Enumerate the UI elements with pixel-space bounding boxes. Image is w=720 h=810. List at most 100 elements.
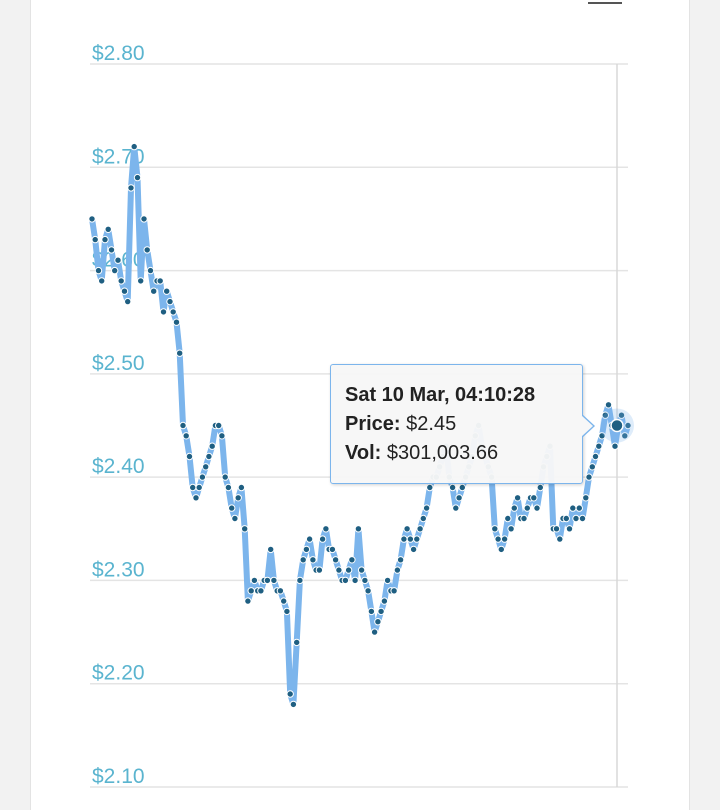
price-point[interactable] xyxy=(367,607,376,616)
price-point[interactable] xyxy=(575,504,583,512)
price-point[interactable] xyxy=(510,504,518,512)
price-point[interactable] xyxy=(169,308,177,316)
price-point[interactable] xyxy=(104,225,112,234)
price-point[interactable] xyxy=(247,587,255,595)
price-point[interactable] xyxy=(354,525,363,533)
price-point[interactable] xyxy=(504,514,512,523)
price-point[interactable] xyxy=(530,494,538,502)
price-point[interactable] xyxy=(406,535,415,543)
price-point[interactable] xyxy=(237,483,246,492)
price-point[interactable] xyxy=(621,432,629,440)
price-point[interactable] xyxy=(328,545,337,554)
price-point[interactable] xyxy=(305,535,314,543)
price-point[interactable] xyxy=(140,215,148,223)
price-point[interactable] xyxy=(364,587,372,595)
price-point[interactable] xyxy=(270,576,278,585)
price-point[interactable] xyxy=(257,587,265,595)
price-point[interactable] xyxy=(585,473,593,481)
price-point[interactable] xyxy=(400,535,408,543)
price-point[interactable] xyxy=(156,277,164,285)
price-point[interactable] xyxy=(419,514,427,523)
price-point[interactable] xyxy=(146,266,155,275)
price-point[interactable] xyxy=(452,504,460,512)
price-point[interactable] xyxy=(383,576,392,585)
price-point[interactable] xyxy=(500,535,509,543)
price-point[interactable] xyxy=(218,432,226,440)
price-point[interactable] xyxy=(133,173,142,182)
price-point[interactable] xyxy=(231,514,239,523)
price-point[interactable] xyxy=(556,535,564,543)
price-point[interactable] xyxy=(569,504,577,512)
price-point[interactable] xyxy=(533,504,541,512)
price-point[interactable] xyxy=(185,452,194,461)
price-point[interactable] xyxy=(341,576,350,585)
price-point[interactable] xyxy=(267,545,275,554)
price-point[interactable] xyxy=(150,287,158,295)
price-point[interactable] xyxy=(94,266,103,275)
price-point[interactable] xyxy=(107,246,116,254)
price-point[interactable] xyxy=(263,576,272,585)
price-point[interactable] xyxy=(182,432,190,440)
price-point[interactable] xyxy=(318,535,327,543)
price-point[interactable] xyxy=(611,442,619,450)
price-point[interactable] xyxy=(315,566,324,574)
price-point[interactable] xyxy=(335,566,343,574)
price-point[interactable] xyxy=(348,556,356,564)
price-point[interactable] xyxy=(403,525,411,533)
price-point[interactable] xyxy=(390,587,398,595)
price-point[interactable] xyxy=(458,483,466,492)
price-point[interactable] xyxy=(250,576,259,585)
price-point[interactable] xyxy=(137,277,145,285)
price-point[interactable] xyxy=(127,184,135,192)
chart-menu-icon[interactable] xyxy=(588,0,622,4)
price-point[interactable] xyxy=(374,618,382,626)
price-point[interactable] xyxy=(166,297,174,306)
price-point[interactable] xyxy=(624,421,632,430)
price-point[interactable] xyxy=(241,525,249,533)
price-point[interactable] xyxy=(601,411,609,419)
price-point[interactable] xyxy=(228,504,236,512)
price-point[interactable] xyxy=(111,266,119,275)
price-point[interactable] xyxy=(426,483,434,492)
price-point[interactable] xyxy=(617,411,626,419)
price-point[interactable] xyxy=(578,514,587,523)
price-point[interactable] xyxy=(565,525,574,533)
price-point[interactable] xyxy=(416,525,424,533)
price-point[interactable] xyxy=(588,463,596,471)
price-point[interactable] xyxy=(422,504,431,512)
price-point[interactable] xyxy=(124,297,132,306)
price-point[interactable] xyxy=(595,442,603,450)
price-point[interactable] xyxy=(396,556,405,564)
price-point[interactable] xyxy=(302,545,311,554)
price-point[interactable] xyxy=(101,235,109,244)
price-point[interactable] xyxy=(289,700,298,709)
price-point[interactable] xyxy=(507,525,515,533)
price-point[interactable] xyxy=(208,442,216,450)
price-point[interactable] xyxy=(143,246,151,254)
price-point[interactable] xyxy=(536,483,544,492)
price-point[interactable] xyxy=(552,525,561,533)
price-point[interactable] xyxy=(114,256,122,264)
price-point[interactable] xyxy=(413,535,421,543)
price-point[interactable] xyxy=(361,576,369,585)
price-point[interactable] xyxy=(491,525,499,533)
price-point[interactable] xyxy=(234,494,242,502)
price-point[interactable] xyxy=(370,628,379,636)
price-point[interactable] xyxy=(331,556,340,564)
price-point[interactable] xyxy=(393,566,402,574)
price-point[interactable] xyxy=(221,473,229,481)
price-point[interactable] xyxy=(205,452,213,461)
price-point[interactable] xyxy=(380,597,389,605)
price-point[interactable] xyxy=(582,494,590,502)
price-point[interactable] xyxy=(179,421,187,430)
price-point[interactable] xyxy=(409,545,418,554)
price-point[interactable] xyxy=(224,483,233,492)
price-point[interactable] xyxy=(520,514,528,523)
price-point[interactable] xyxy=(344,566,353,574)
price-point[interactable] xyxy=(117,277,125,285)
price-point[interactable] xyxy=(513,494,522,502)
price-point[interactable] xyxy=(572,514,580,523)
price-point[interactable] xyxy=(192,494,200,502)
price-point[interactable] xyxy=(455,494,463,502)
price-point[interactable] xyxy=(130,142,138,151)
